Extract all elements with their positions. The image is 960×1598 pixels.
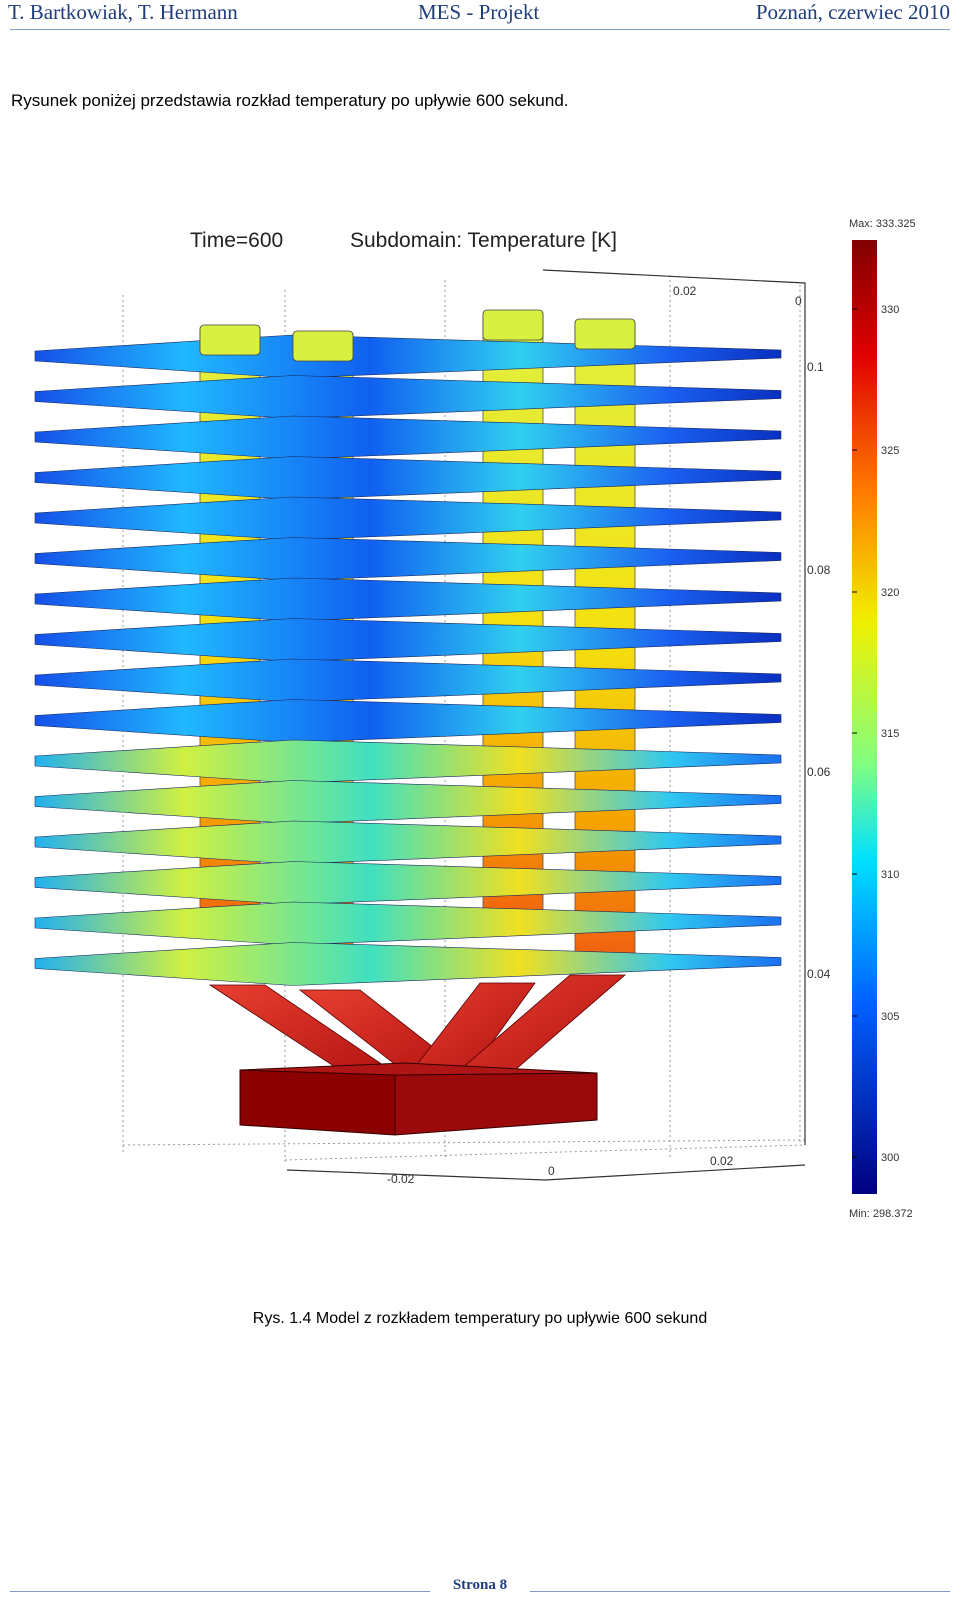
plates [34,334,782,986]
plate [34,375,782,419]
plate [34,699,782,743]
colorbar-ticks: 330 325 320 315 310 305 300 [852,304,899,1164]
colorbar-min-label: Min: 298.372 [849,1208,913,1220]
plate [34,780,782,824]
axis-label-x-0.02: 0.02 [710,1154,734,1168]
page-header: T. Bartkowiak, T. Hermann MES - Projekt … [0,0,960,30]
plate [34,658,782,703]
colorbar-tick-label: 315 [881,728,899,740]
temperature-figure: Time=600 Subdomain: Temperature [K] 0.02… [25,205,945,1250]
time-label: Time=600 [190,229,283,252]
colorbar [852,240,877,1194]
figure-caption: Rys. 1.4 Model z rozkładem temperatury p… [252,1310,708,1327]
axis-label-z-0.06: 0.06 [807,765,831,779]
temperature-plot: Time=600 Subdomain: Temperature [K] 0.02… [34,218,916,1220]
plate [34,334,782,379]
axis-box [286,269,806,1181]
intro-paragraph: Rysunek poniżej przedstawia rozkład temp… [11,91,569,110]
subdomain-label: Subdomain: Temperature [K] [350,229,617,252]
header-project: MES - Projekt [418,0,540,24]
axis-label-x-0: 0 [548,1164,555,1178]
base-block [239,1062,598,1136]
struts [208,974,627,1084]
plate [34,537,782,581]
colorbar-tick-label: 330 [881,304,899,316]
plate [34,942,782,986]
plate [34,618,782,662]
colorbar-tick-label: 300 [881,1152,899,1164]
header-place-date: Poznań, czerwiec 2010 [755,0,950,24]
footer-divider-right [530,1591,950,1592]
plate [34,577,782,622]
plate [34,456,782,500]
colorbar-tick-label: 310 [881,869,899,881]
plate [34,820,782,865]
axis-label-top-0: 0 [795,294,802,308]
plate [34,415,782,460]
footer-divider-left [10,1591,430,1592]
plate [34,901,782,946]
pillar-caps [199,309,636,362]
plate [34,739,782,784]
header-divider [10,29,950,30]
axis-label-top-0.02: 0.02 [673,284,697,298]
axis-label-z-0.04: 0.04 [807,967,831,981]
colorbar-tick-label: 325 [881,445,899,457]
colorbar-tick-label: 320 [881,587,899,599]
axis-label-z-0.1: 0.1 [807,360,824,374]
colorbar-tick-label: 305 [881,1011,899,1023]
axis-label-x-neg0.02: -0.02 [387,1172,415,1186]
plate [34,496,782,541]
page-number: Strona 8 [452,1577,508,1593]
plate [34,861,782,905]
header-authors: T. Bartkowiak, T. Hermann [8,0,238,24]
colorbar-max-label: Max: 333.325 [849,218,916,230]
axis-label-z-0.08: 0.08 [807,563,831,577]
